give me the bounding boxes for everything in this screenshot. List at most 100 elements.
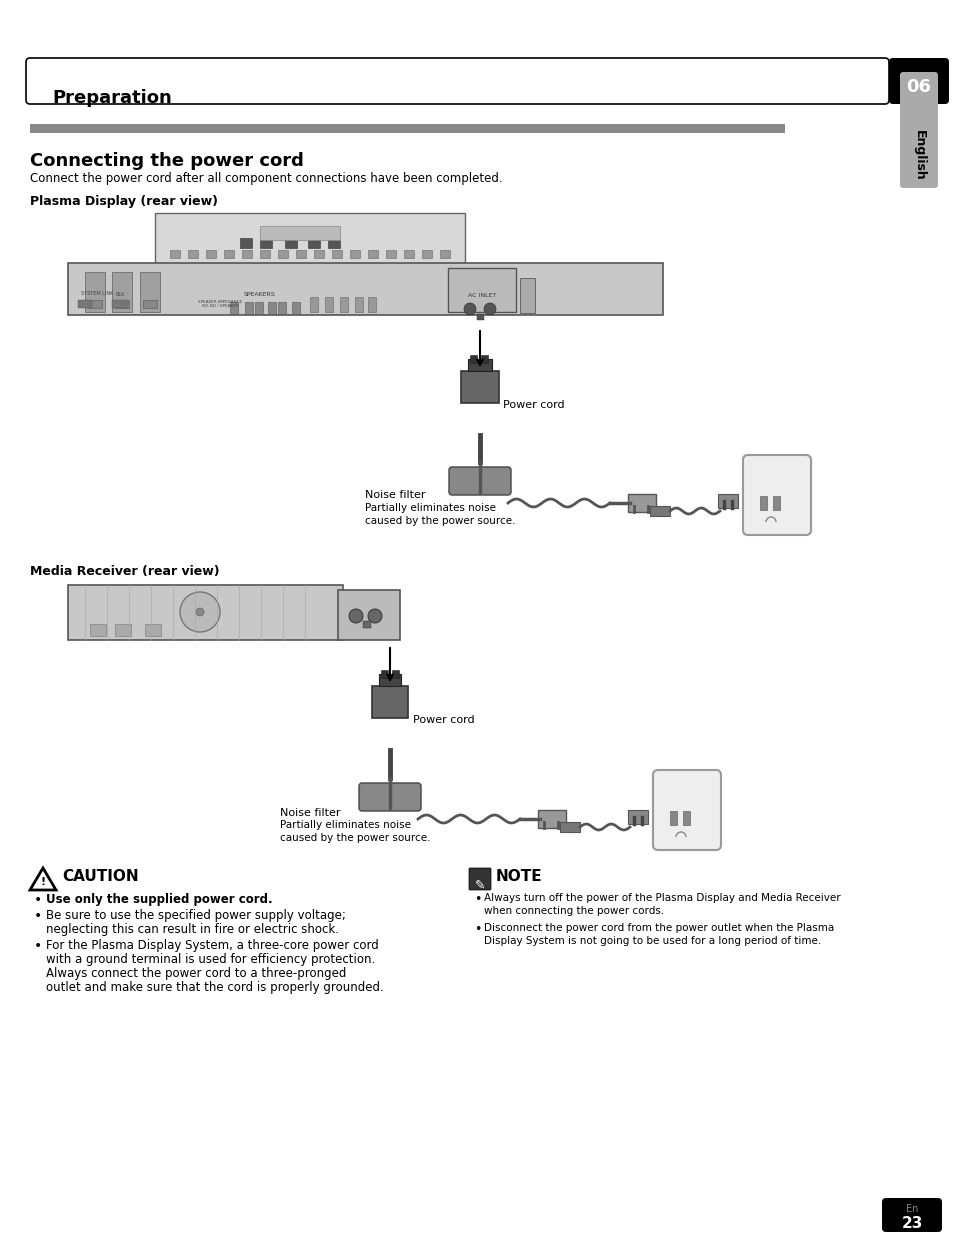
- Text: !: !: [40, 877, 46, 887]
- FancyBboxPatch shape: [742, 455, 810, 535]
- Text: Power cord: Power cord: [413, 715, 475, 725]
- Bar: [310, 297, 317, 312]
- Polygon shape: [30, 868, 56, 889]
- Bar: [772, 496, 780, 510]
- Bar: [669, 811, 677, 825]
- Bar: [403, 250, 414, 258]
- Bar: [421, 250, 432, 258]
- Bar: [392, 671, 398, 678]
- FancyBboxPatch shape: [26, 58, 888, 104]
- Text: Always connect the power cord to a three-pronged: Always connect the power cord to a three…: [46, 967, 346, 980]
- Bar: [254, 302, 263, 313]
- Text: Disconnect the power cord from the power outlet when the Plasma: Disconnect the power cord from the power…: [483, 923, 833, 933]
- Bar: [470, 355, 476, 363]
- Text: Always turn off the power of the Plasma Display and Media Receiver: Always turn off the power of the Plasma …: [483, 893, 840, 903]
- Text: •: •: [474, 893, 481, 906]
- Bar: [448, 267, 516, 312]
- Bar: [245, 302, 253, 313]
- Bar: [337, 590, 399, 639]
- Circle shape: [195, 608, 204, 616]
- Bar: [143, 300, 157, 309]
- Text: 23: 23: [901, 1215, 922, 1232]
- Bar: [285, 238, 296, 248]
- Bar: [68, 585, 343, 639]
- Bar: [559, 822, 579, 832]
- Bar: [378, 674, 400, 685]
- Bar: [468, 360, 492, 371]
- Text: Connecting the power cord: Connecting the power cord: [30, 152, 304, 170]
- FancyBboxPatch shape: [888, 58, 948, 104]
- Bar: [230, 302, 237, 313]
- Text: Use only the supplied power cord.: Use only the supplied power cord.: [46, 893, 273, 906]
- Bar: [188, 250, 198, 258]
- Bar: [295, 250, 306, 258]
- Text: •: •: [34, 939, 42, 953]
- FancyBboxPatch shape: [469, 868, 491, 889]
- Bar: [363, 621, 371, 628]
- Bar: [115, 300, 129, 309]
- FancyBboxPatch shape: [449, 466, 511, 495]
- Text: •: •: [34, 909, 42, 923]
- Text: For the Plasma Display System, a three-core power cord: For the Plasma Display System, a three-c…: [46, 939, 378, 952]
- Text: ✎: ✎: [475, 880, 485, 892]
- Circle shape: [349, 610, 363, 623]
- Bar: [30, 124, 784, 133]
- Bar: [260, 250, 270, 258]
- Text: NOTE: NOTE: [496, 870, 542, 884]
- Bar: [372, 685, 408, 718]
- Bar: [649, 506, 669, 516]
- Text: Power cord: Power cord: [502, 401, 564, 411]
- Circle shape: [463, 304, 476, 315]
- Bar: [112, 272, 132, 312]
- Bar: [78, 300, 91, 309]
- Text: BLK: BLK: [115, 292, 125, 297]
- Text: •: •: [474, 923, 481, 935]
- Bar: [224, 250, 233, 258]
- Bar: [112, 300, 128, 309]
- Bar: [242, 250, 252, 258]
- Text: Plasma Display (rear view): Plasma Display (rear view): [30, 195, 218, 208]
- Bar: [368, 297, 375, 312]
- Text: Partially eliminates noise
caused by the power source.: Partially eliminates noise caused by the…: [365, 503, 515, 526]
- Text: outlet and make sure that the cord is properly grounded.: outlet and make sure that the cord is pr…: [46, 982, 383, 994]
- Bar: [718, 494, 738, 508]
- Bar: [90, 624, 106, 636]
- Text: Preparation: Preparation: [52, 90, 172, 107]
- Bar: [88, 300, 102, 309]
- Circle shape: [180, 592, 220, 632]
- Bar: [268, 302, 275, 313]
- FancyBboxPatch shape: [882, 1198, 941, 1232]
- FancyBboxPatch shape: [899, 72, 937, 188]
- Bar: [439, 250, 450, 258]
- Text: AC INLET: AC INLET: [467, 294, 496, 299]
- Bar: [332, 250, 341, 258]
- Bar: [68, 262, 662, 315]
- Text: SYSTEM LINK: SYSTEM LINK: [81, 291, 113, 296]
- Text: English: English: [911, 131, 924, 180]
- Text: 06: 06: [905, 78, 930, 96]
- Text: Display System is not going to be used for a long period of time.: Display System is not going to be used f…: [483, 935, 821, 945]
- Text: CAUTION: CAUTION: [62, 870, 138, 884]
- Bar: [339, 297, 348, 312]
- Text: neglecting this can result in fire or electric shock.: neglecting this can result in fire or el…: [46, 923, 338, 935]
- Text: Noise filter: Noise filter: [365, 490, 425, 500]
- Bar: [760, 496, 766, 510]
- Bar: [145, 624, 161, 636]
- Text: when connecting the power cords.: when connecting the power cords.: [483, 906, 663, 916]
- Text: SPEAKERS: SPEAKERS: [244, 292, 275, 297]
- Bar: [308, 238, 319, 248]
- Text: with a ground terminal is used for efficiency protection.: with a ground terminal is used for effic…: [46, 953, 375, 967]
- Bar: [480, 355, 488, 363]
- Text: SPEAKER IMPEDANCE: SPEAKER IMPEDANCE: [197, 300, 242, 304]
- Text: En: En: [904, 1204, 917, 1214]
- Bar: [140, 272, 160, 312]
- Text: NO-NO / SPEAKER: NO-NO / SPEAKER: [201, 304, 238, 309]
- Bar: [260, 226, 339, 240]
- Bar: [476, 313, 483, 320]
- Circle shape: [483, 304, 496, 315]
- Bar: [682, 811, 689, 825]
- Bar: [537, 810, 565, 829]
- Bar: [627, 494, 656, 513]
- Bar: [314, 250, 324, 258]
- Bar: [115, 624, 131, 636]
